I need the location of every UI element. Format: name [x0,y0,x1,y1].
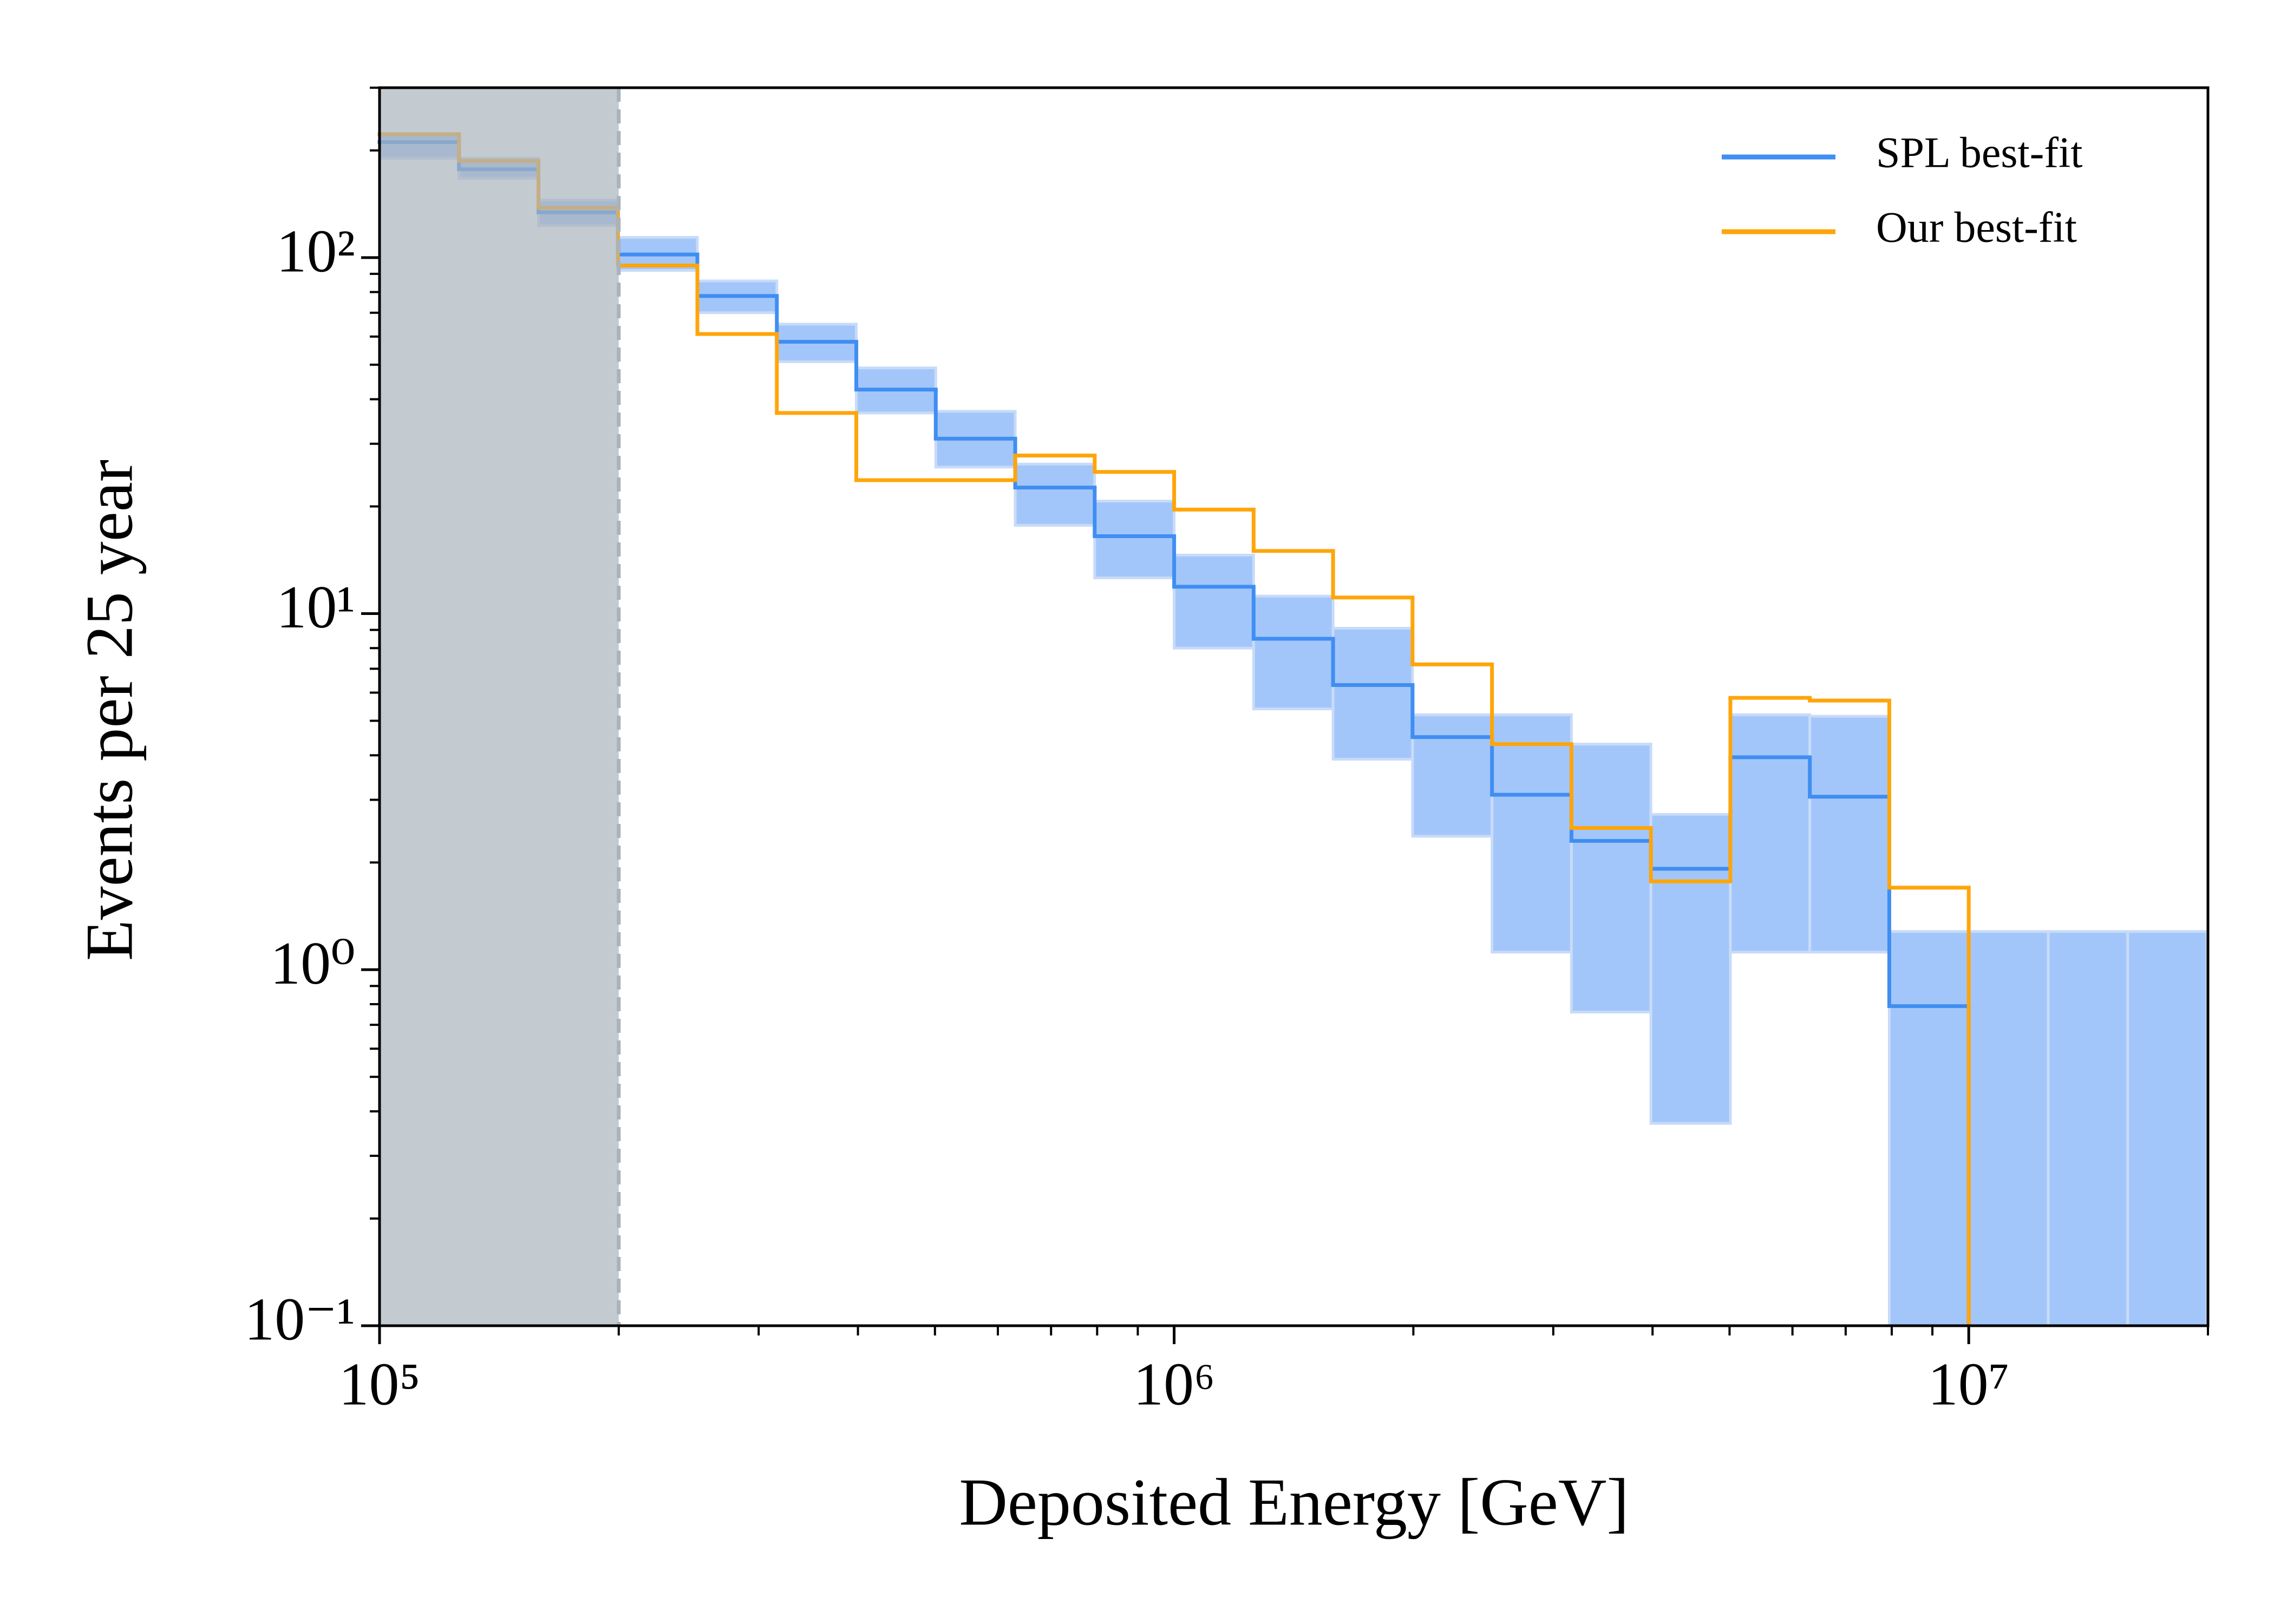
x-tick-label: 10⁶ [1133,1351,1215,1418]
legend-label: Our best-fit [1876,204,2077,251]
legend-label: SPL best-fit [1876,129,2082,176]
y-tick-label: 10¹ [276,574,355,641]
error-band [1649,813,1732,1125]
error-band [1173,553,1255,650]
x-tick-label: 10⁵ [338,1351,420,1418]
error-band [1570,743,1652,1014]
error-band [2047,930,2129,1327]
excluded-region [380,88,619,1326]
error-band [1808,715,1891,954]
error-band [1331,626,1414,761]
error-band [1411,713,1494,838]
error-band [1252,594,1335,711]
error-band [1014,462,1096,527]
x-axis-label: Deposited Energy [GeV] [959,1465,1629,1539]
y-tick-label: 10⁰ [270,930,355,997]
x-tick-label: 10⁷ [1928,1351,2010,1418]
error-band [1729,713,1812,954]
error-band [1491,713,1573,954]
error-band [1887,930,1970,1327]
y-axis-label: Events per 25 year [72,460,146,961]
error-band [2126,930,2208,1327]
plot-frame [378,86,2210,1327]
y-tick-label: 10² [276,218,355,285]
error-band [1967,930,2050,1327]
y-tick-label: 10⁻¹ [244,1286,355,1353]
error-band [1093,500,1176,580]
